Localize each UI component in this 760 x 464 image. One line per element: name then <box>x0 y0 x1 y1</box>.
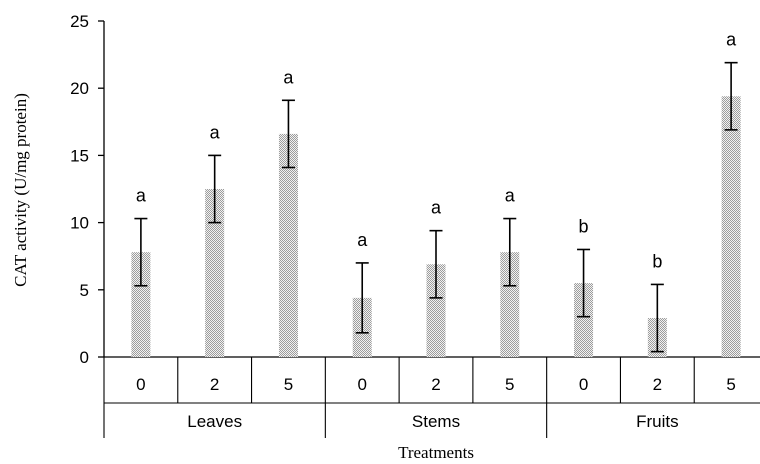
bar <box>278 133 298 357</box>
x-group-label: Fruits <box>636 412 679 431</box>
x-group-label: Stems <box>412 412 460 431</box>
significance-label: a <box>136 186 147 206</box>
significance-label: a <box>210 122 221 142</box>
significance-label: b <box>579 216 589 236</box>
bar <box>205 189 225 357</box>
x-group-label: Leaves <box>187 412 242 431</box>
x-category-label: 5 <box>505 375 514 394</box>
plot-area: 0 5 10 15 20 25 a 0 a 2 a 5 a 0 a 2 a 5 b 0 b 2 a 5 Leaves Stems F… <box>70 12 760 438</box>
x-category-label: 2 <box>210 375 219 394</box>
y-tick-label: 5 <box>80 281 89 300</box>
x-category-label: 5 <box>726 375 735 394</box>
significance-label: b <box>652 251 662 271</box>
significance-label: a <box>283 67 294 87</box>
x-category-label: 0 <box>357 375 366 394</box>
bar <box>721 96 741 357</box>
x-axis-title: Treatments <box>398 443 474 462</box>
bar <box>426 264 446 357</box>
y-tick-label: 25 <box>70 12 89 31</box>
x-category-label: 5 <box>284 375 293 394</box>
y-axis-title: CAT activity (U/mg protein) <box>11 93 30 287</box>
significance-label: a <box>431 198 442 218</box>
y-tick-label: 20 <box>70 79 89 98</box>
bar <box>131 252 151 357</box>
x-category-label: 2 <box>431 375 440 394</box>
significance-label: a <box>505 186 516 206</box>
significance-label: a <box>357 230 368 250</box>
x-category-label: 0 <box>579 375 588 394</box>
x-category-label: 2 <box>653 375 662 394</box>
bar <box>574 283 594 357</box>
significance-label: a <box>726 30 737 50</box>
bar <box>500 252 520 357</box>
y-tick-label: 15 <box>70 146 89 165</box>
y-tick-label: 10 <box>70 214 89 233</box>
x-category-label: 0 <box>136 375 145 394</box>
y-tick-label: 0 <box>80 348 89 367</box>
